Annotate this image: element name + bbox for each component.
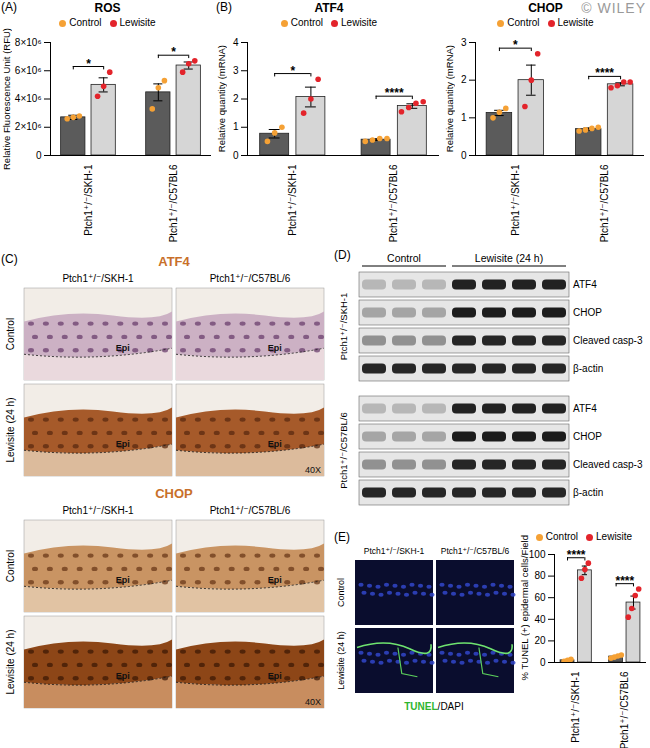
svg-text:0: 0 <box>461 150 467 161</box>
svg-text:3: 3 <box>461 37 467 48</box>
svg-text:Epi: Epi <box>116 439 130 449</box>
svg-text:Ptch1⁺/⁻/C57BL6: Ptch1⁺/⁻/C57BL6 <box>168 164 179 242</box>
svg-text:Ptch1⁺/⁻/C57BL6: Ptch1⁺/⁻/C57BL6 <box>388 164 399 242</box>
svg-text:Ptch1⁺/⁻/C57BL/6: Ptch1⁺/⁻/C57BL/6 <box>338 412 349 489</box>
svg-text:40: 40 <box>534 614 546 625</box>
svg-text:Epi: Epi <box>268 575 282 585</box>
svg-text:Ptch1⁺/⁻/SKH-1: Ptch1⁺/⁻/SKH-1 <box>338 293 349 361</box>
svg-text:4×10⁶: 4×10⁶ <box>15 93 42 104</box>
svg-text:Epi: Epi <box>268 439 282 449</box>
html-text:Relative Fluorescence Unit (RF: Relative Fluorescence Unit (RFU) <box>1 27 12 170</box>
svg-text:6×10⁶: 6×10⁶ <box>15 65 42 76</box>
svg-text:8×10⁶: 8×10⁶ <box>15 37 42 48</box>
svg-text:CHOP: CHOP <box>573 307 602 318</box>
html-text:Relative quantity (mRNA): Relative quantity (mRNA) <box>444 44 455 153</box>
html-text:Lewisite: Lewisite <box>341 17 378 28</box>
html-text:ATF4: ATF4 <box>314 1 344 15</box>
svg-text:*: * <box>290 64 295 78</box>
svg-text:Ptch1⁺/⁻/C57BL6: Ptch1⁺/⁻/C57BL6 <box>619 671 630 748</box>
svg-text:Epi: Epi <box>116 343 130 353</box>
svg-text:Epi: Epi <box>268 343 282 353</box>
html-text:ROS: ROS <box>94 1 121 15</box>
svg-text:1: 1 <box>233 121 239 132</box>
svg-text:****: **** <box>567 548 586 562</box>
html-text:Relative quantity (mRNA): Relative quantity (mRNA) <box>216 44 227 153</box>
svg-text:100: 100 <box>529 549 546 560</box>
svg-text:Cleaved casp-3: Cleaved casp-3 <box>573 459 643 470</box>
html-text:% TUNEL (+) epidermal cells/Fi: % TUNEL (+) epidermal cells/Field <box>519 535 530 681</box>
svg-text:40X: 40X <box>305 465 321 475</box>
svg-text:Ptch1⁺/⁻/C57BL/6: Ptch1⁺/⁻/C57BL/6 <box>210 273 291 284</box>
svg-text:0: 0 <box>540 657 546 668</box>
html-text:© WILEY: © WILEY <box>581 0 646 16</box>
svg-text:ATF4: ATF4 <box>158 254 190 269</box>
html-text:CHOP: CHOP <box>528 1 563 15</box>
svg-text:Ptch1⁺/⁻/SKH-1: Ptch1⁺/⁻/SKH-1 <box>510 164 521 236</box>
html-text:(B): (B) <box>216 0 232 14</box>
html-text:Control: Control <box>69 17 102 28</box>
svg-text:Control: Control <box>336 578 346 607</box>
svg-text:ATF4: ATF4 <box>573 279 597 290</box>
svg-text:Epi: Epi <box>268 671 282 681</box>
svg-text:Ptch1⁺/⁻/C57BL6: Ptch1⁺/⁻/C57BL6 <box>599 164 610 242</box>
svg-text:Ptch1⁺/⁻/SKH-1: Ptch1⁺/⁻/SKH-1 <box>83 164 94 236</box>
svg-text:(C): (C) <box>1 252 18 266</box>
svg-text:60: 60 <box>534 592 546 603</box>
svg-text:Ptch1⁺/⁻/C57BL/6: Ptch1⁺/⁻/C57BL/6 <box>210 505 291 516</box>
svg-text:CHOP: CHOP <box>573 431 602 442</box>
svg-text:Epi: Epi <box>116 575 130 585</box>
svg-text:Lewisite (24 h): Lewisite (24 h) <box>5 397 16 462</box>
svg-text:1: 1 <box>461 112 467 123</box>
svg-text:2: 2 <box>461 74 467 85</box>
svg-text:0: 0 <box>36 150 42 161</box>
html-text:Control: Control <box>545 531 578 542</box>
svg-text:β-actin: β-actin <box>573 363 603 374</box>
html-text:Lewisite: Lewisite <box>119 17 156 28</box>
svg-text:Lewisite (24 h): Lewisite (24 h) <box>5 629 16 694</box>
svg-text:Ptch1⁺/⁻/SKH-1: Ptch1⁺/⁻/SKH-1 <box>364 546 425 556</box>
svg-text:Ptch1⁺/⁻/SKH-1: Ptch1⁺/⁻/SKH-1 <box>570 671 581 743</box>
html-text:(A): (A) <box>1 0 17 14</box>
svg-text:Epi: Epi <box>116 671 130 681</box>
svg-text:Control: Control <box>5 550 16 582</box>
svg-text:****: **** <box>615 574 634 588</box>
svg-text:2: 2 <box>233 93 239 104</box>
svg-text:****: **** <box>385 86 404 100</box>
svg-text:Ptch1⁺/⁻/SKH-1: Ptch1⁺/⁻/SKH-1 <box>287 164 298 236</box>
svg-text:4: 4 <box>233 37 239 48</box>
svg-text:80: 80 <box>534 570 546 581</box>
svg-text:40X: 40X <box>305 697 321 707</box>
svg-text:****: **** <box>595 66 614 80</box>
svg-text:(D): (D) <box>334 248 351 262</box>
svg-text:*: * <box>171 45 176 59</box>
svg-text:3: 3 <box>233 65 239 76</box>
svg-text:CHOP: CHOP <box>155 486 193 501</box>
svg-text:Lewisite (24 h): Lewisite (24 h) <box>336 631 346 690</box>
svg-text:0: 0 <box>233 150 239 161</box>
html-text:Lewisite: Lewisite <box>557 17 594 28</box>
html-text:Control: Control <box>507 17 540 28</box>
svg-text:2×10⁶: 2×10⁶ <box>15 121 42 132</box>
svg-text:(E): (E) <box>334 530 350 544</box>
svg-text:Ptch1⁺/⁻/SKH-1: Ptch1⁺/⁻/SKH-1 <box>62 505 134 516</box>
svg-text:TUNEL/DAPI: TUNEL/DAPI <box>404 701 463 712</box>
html-text:Control: Control <box>290 17 323 28</box>
svg-text:20: 20 <box>534 635 546 646</box>
svg-text:Cleaved casp-3: Cleaved casp-3 <box>573 335 643 346</box>
svg-text:*: * <box>86 57 91 71</box>
svg-text:ATF4: ATF4 <box>573 403 597 414</box>
svg-text:Lewisite (24 h): Lewisite (24 h) <box>475 252 543 264</box>
svg-text:*: * <box>513 38 518 52</box>
svg-text:Ptch1⁺/⁻/SKH-1: Ptch1⁺/⁻/SKH-1 <box>62 273 134 284</box>
svg-text:Control: Control <box>5 318 16 350</box>
html-text:Lewisite: Lewisite <box>596 531 633 542</box>
svg-text:Control: Control <box>387 252 421 264</box>
svg-text:β-actin: β-actin <box>573 487 603 498</box>
svg-text:Ptch1⁺/⁻/C57BL/6: Ptch1⁺/⁻/C57BL/6 <box>441 546 510 556</box>
